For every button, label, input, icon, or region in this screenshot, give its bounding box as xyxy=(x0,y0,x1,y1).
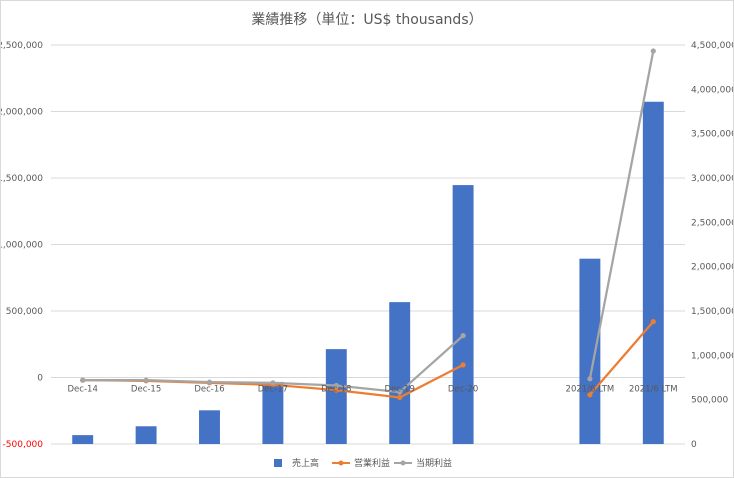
category-label: Dec-16 xyxy=(194,385,224,395)
point-営業利益 xyxy=(460,362,466,368)
point-当期利益 xyxy=(460,333,466,339)
point-当期利益 xyxy=(270,380,276,386)
point-当期利益 xyxy=(650,48,656,54)
bar-売上高 xyxy=(325,349,347,444)
axis-layer: -500,000 0 500,000 1,000,000 1,500,000 2,000,… xyxy=(1,41,733,450)
category-label: Dec-14 xyxy=(68,385,98,395)
line-営業利益 xyxy=(588,320,655,396)
grid-layer xyxy=(51,44,685,445)
left-axis-tick-label: -500,000 xyxy=(3,440,44,450)
point-当期利益 xyxy=(397,389,403,395)
category-label: Dec-18 xyxy=(321,385,351,395)
point-当期利益 xyxy=(333,382,339,389)
right-axis-tick-label: 2,500,000 xyxy=(691,218,733,228)
category-label: Dec-19 xyxy=(385,385,415,395)
category-label: 2021/6 LTM xyxy=(629,385,678,395)
legend-label: 当期利益 xyxy=(416,457,452,469)
left-axis-tick-label: 1,500,000 xyxy=(1,174,43,184)
bar-売上高 xyxy=(389,302,411,444)
category-label: 2021/6 LTM xyxy=(566,385,615,395)
right-axis-tick-label: 1,000,000 xyxy=(691,351,733,361)
bar-売上高 xyxy=(262,381,284,444)
left-axis-tick-label: 0 xyxy=(37,374,43,384)
legend-marker xyxy=(400,460,406,466)
point-当期利益 xyxy=(206,379,213,385)
bar-売上高 xyxy=(452,185,474,445)
left-axis-tick-label: 1,000,000 xyxy=(1,241,43,251)
bars-layer xyxy=(72,101,664,445)
right-axis-tick-label: 2,000,000 xyxy=(691,263,733,273)
right-axis-tick-label: 3,000,000 xyxy=(691,174,733,184)
legend-marker xyxy=(338,460,344,466)
right-axis-tick-label: 1,500,000 xyxy=(691,307,733,317)
right-axis-tick-label: 4,000,000 xyxy=(691,85,733,95)
bar-売上高 xyxy=(199,410,220,444)
point-当期利益 xyxy=(143,377,149,383)
right-axis-tick-label: 4,500,000 xyxy=(691,41,733,51)
line-当期利益 xyxy=(588,49,655,380)
chart-title: 業績推移（単位：US$ thousands） xyxy=(251,12,482,28)
left-axis-tick-label: 2,500,000 xyxy=(1,41,43,51)
point-営業利益 xyxy=(650,319,656,325)
bar-売上高 xyxy=(72,435,94,444)
category-label: Dec-17 xyxy=(258,385,288,395)
legend-label: 売上高 xyxy=(292,457,319,469)
left-axis-tick-label: 500,000 xyxy=(6,307,43,317)
bar-売上高 xyxy=(642,101,664,444)
right-axis-tick-label: 3,500,000 xyxy=(691,130,733,140)
right-axis-tick-label: 500,000 xyxy=(691,396,728,406)
bar-売上高 xyxy=(579,258,601,444)
left-axis-tick-label: 2,000,000 xyxy=(1,108,43,118)
lines-layer xyxy=(80,48,656,401)
point-営業利益 xyxy=(333,387,339,393)
legend: 売上高 営業利益 当期利益 xyxy=(274,457,452,469)
category-label: Dec-15 xyxy=(131,385,161,395)
legend-swatch xyxy=(274,459,282,467)
legend-label: 営業利益 xyxy=(354,457,390,469)
bar-売上高 xyxy=(135,426,157,444)
point-当期利益 xyxy=(80,377,86,383)
point-営業利益 xyxy=(587,392,593,398)
point-当期利益 xyxy=(587,376,593,382)
point-営業利益 xyxy=(397,394,403,401)
category-label: Dec-20 xyxy=(448,385,478,395)
right-axis-tick-label: 0 xyxy=(691,440,697,450)
